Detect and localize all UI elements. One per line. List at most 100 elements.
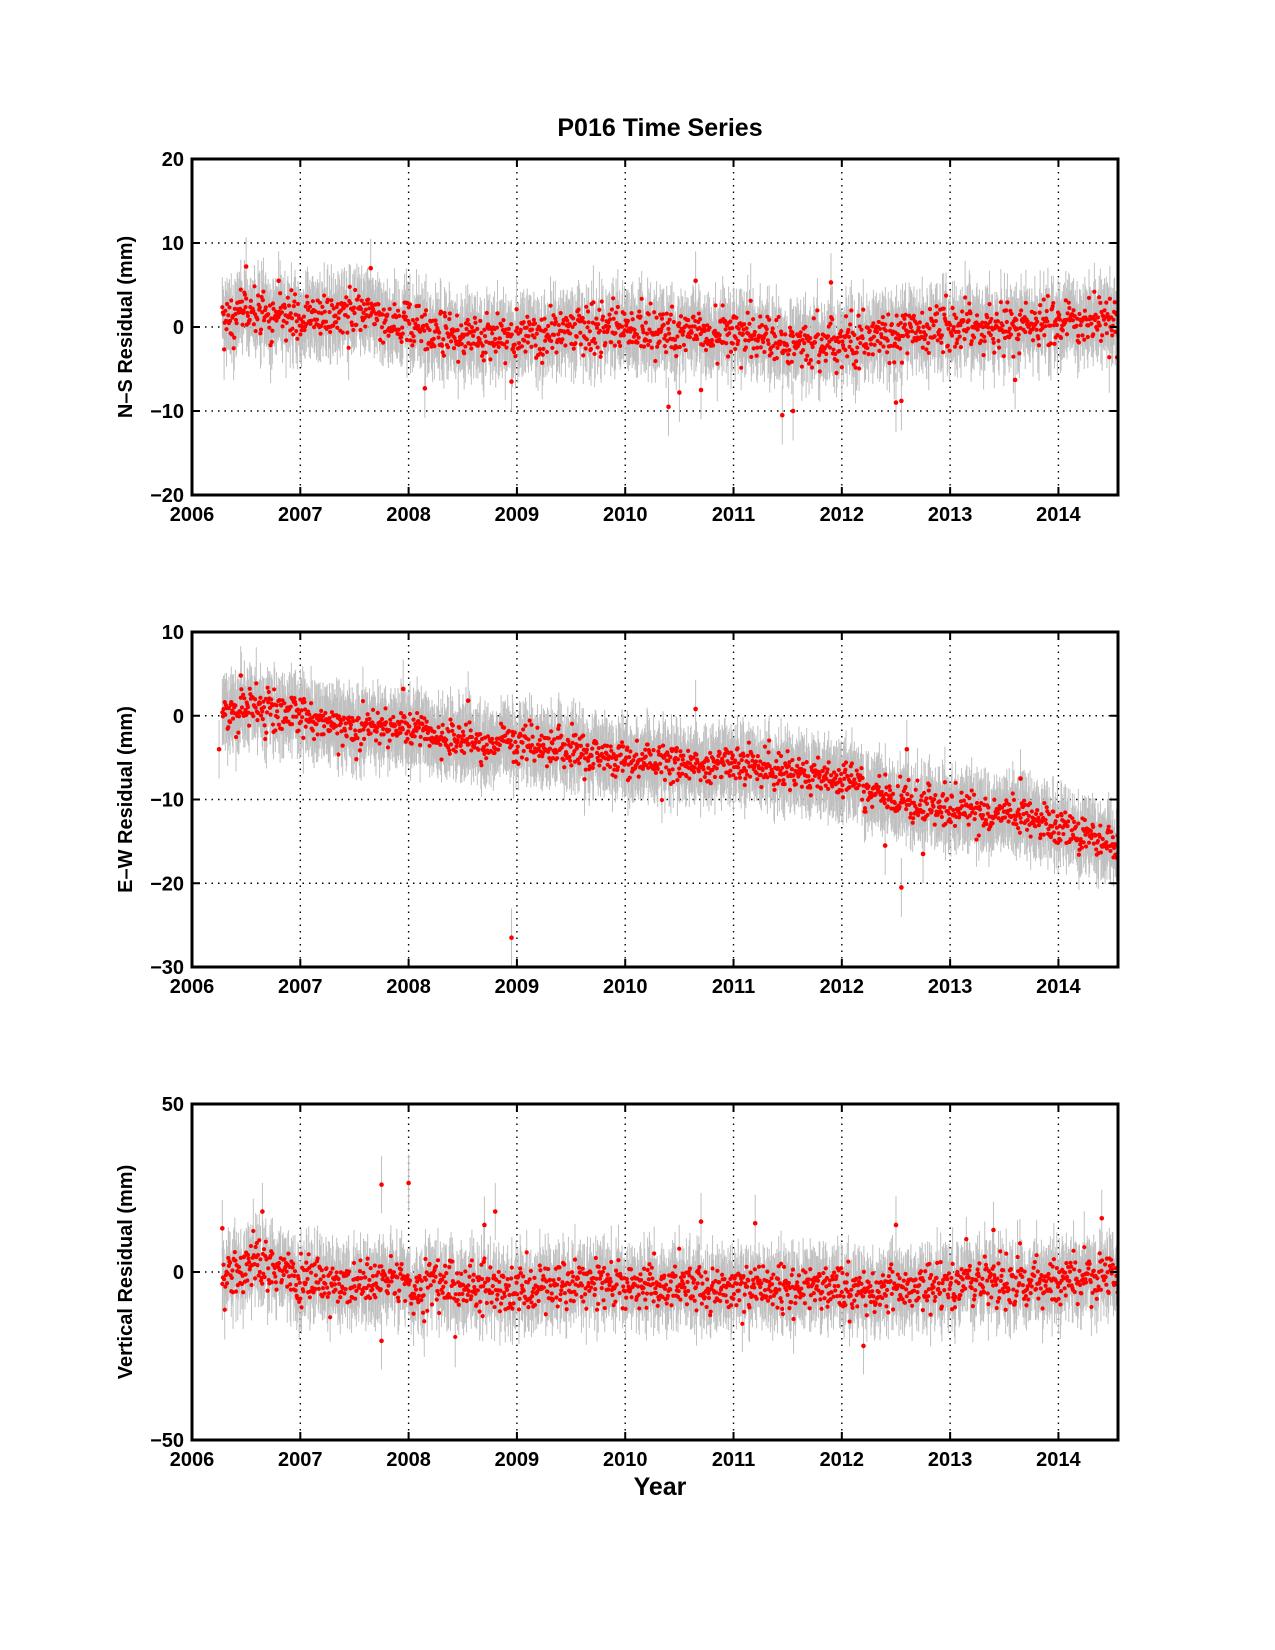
- data-point: [251, 713, 256, 719]
- data-point: [483, 350, 488, 355]
- data-point: [1070, 318, 1076, 323]
- outlier-point: [779, 412, 785, 418]
- data-point: [335, 302, 340, 307]
- data-point: [992, 350, 997, 355]
- data-point: [335, 325, 340, 330]
- data-point: [957, 334, 962, 339]
- data-point: [540, 360, 545, 365]
- data-point: [314, 722, 319, 727]
- data-point: [862, 350, 867, 355]
- data-point: [427, 327, 432, 333]
- data-point: [631, 334, 637, 339]
- data-point: [558, 311, 563, 316]
- data-point: [870, 352, 875, 357]
- data-point: [574, 334, 579, 339]
- data-point: [291, 304, 296, 309]
- x-tick-label: 2007: [278, 504, 323, 526]
- data-point: [364, 721, 369, 727]
- data-point: [263, 736, 268, 742]
- data-point: [898, 346, 903, 351]
- data-point: [666, 326, 671, 332]
- data-point: [525, 340, 531, 345]
- data-point: [509, 322, 514, 327]
- data-point: [728, 319, 733, 324]
- data-point: [365, 712, 370, 717]
- x-tick-label: 2014: [1036, 504, 1081, 526]
- data-point: [696, 311, 701, 316]
- data-point: [220, 305, 225, 310]
- data-point: [298, 697, 303, 702]
- data-point: [301, 735, 306, 740]
- data-point: [615, 304, 620, 310]
- data-point: [644, 331, 650, 336]
- data-point: [336, 752, 341, 757]
- data-point: [301, 696, 307, 702]
- data-point: [810, 344, 815, 350]
- data-point: [283, 338, 289, 343]
- data-point: [939, 340, 944, 345]
- data-point: [308, 701, 314, 706]
- data-point: [387, 738, 392, 743]
- data-point: [655, 331, 660, 337]
- data-point: [839, 365, 844, 370]
- data-point: [472, 315, 477, 320]
- data-point: [806, 361, 812, 366]
- data-point: [357, 748, 363, 753]
- data-point: [966, 318, 971, 323]
- ns-residual-panel: 2006 2007 2008 2009 2010 2011 2012 2013 2014−20−…: [115, 149, 1120, 526]
- data-point: [571, 346, 576, 351]
- data-point: [376, 302, 381, 307]
- data-point: [252, 284, 257, 289]
- data-point: [585, 325, 590, 330]
- data-point: [619, 324, 625, 329]
- data-point: [736, 338, 741, 344]
- data-point: [355, 297, 360, 302]
- data-point: [1089, 321, 1094, 326]
- data-point: [238, 695, 243, 700]
- data-point: [417, 743, 423, 748]
- data-point: [911, 313, 917, 318]
- data-point: [537, 347, 542, 352]
- data-point: [849, 347, 855, 353]
- x-tick-label: 2006: [170, 504, 215, 526]
- data-point: [630, 317, 635, 322]
- data-point: [1034, 327, 1039, 332]
- data-point: [552, 332, 557, 338]
- data-point: [790, 333, 796, 339]
- data-point: [646, 342, 651, 347]
- data-point: [255, 293, 261, 298]
- data-point: [1078, 323, 1083, 328]
- data-point: [385, 312, 390, 317]
- data-point: [469, 346, 474, 351]
- data-point: [276, 722, 282, 727]
- data-point: [255, 718, 260, 723]
- data-point: [771, 343, 776, 349]
- data-point: [231, 346, 236, 351]
- data-point: [678, 314, 684, 319]
- data-point: [669, 304, 675, 309]
- data-point: [432, 344, 437, 349]
- data-point: [303, 707, 308, 712]
- data-point: [529, 327, 535, 332]
- data-point: [744, 326, 749, 331]
- data-point: [242, 696, 247, 701]
- data-point: [546, 323, 551, 329]
- data-point: [1060, 328, 1065, 333]
- data-point: [383, 706, 388, 711]
- data-point: [567, 321, 572, 327]
- data-point: [1011, 354, 1016, 359]
- data-point: [1039, 322, 1045, 327]
- data-point: [945, 343, 950, 348]
- data-point: [477, 337, 482, 342]
- data-point: [456, 359, 461, 364]
- data-point: [271, 306, 276, 311]
- data-point: [1030, 338, 1036, 343]
- data-point: [436, 335, 441, 340]
- data-point: [423, 308, 429, 313]
- data-point: [786, 352, 791, 357]
- data-point: [387, 306, 392, 312]
- data-point: [975, 327, 980, 332]
- data-point: [370, 720, 375, 725]
- data-point: [441, 353, 447, 358]
- data-point: [257, 305, 262, 310]
